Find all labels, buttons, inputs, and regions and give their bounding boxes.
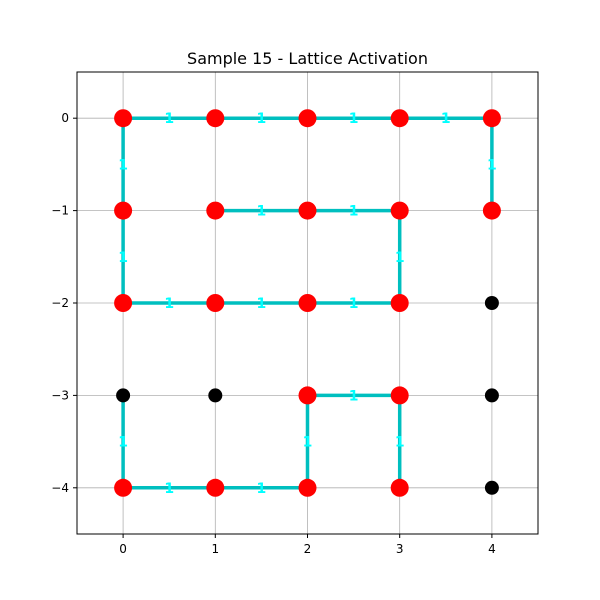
inactive-node xyxy=(484,480,499,495)
active-node xyxy=(206,294,225,312)
inactive-node xyxy=(208,388,223,403)
active-node xyxy=(114,294,133,312)
edge-weight-label: 1 xyxy=(164,111,174,127)
edge-labels: 1 1 1 1 1 1 1 1 1 1 1 1 1 1 1 1 1 1 1 xyxy=(118,111,497,497)
edge-weight-label: 1 xyxy=(349,388,359,404)
edge-weight-label: 1 xyxy=(118,157,128,173)
edge-weight-label: 1 xyxy=(303,435,313,451)
active-node xyxy=(298,294,317,312)
active-node xyxy=(298,201,317,220)
chart-title: Sample 15 - Lattice Activation xyxy=(187,49,428,68)
active-node xyxy=(390,386,409,405)
y-tick-label: −1 xyxy=(51,204,69,218)
edge-weight-label: 1 xyxy=(164,296,174,312)
nodes xyxy=(114,109,501,497)
x-tick-label: 0 xyxy=(119,542,127,556)
active-node xyxy=(114,109,133,128)
y-tick-label: −2 xyxy=(51,296,69,310)
x-tick-label: 2 xyxy=(304,542,312,556)
edge-weight-label: 1 xyxy=(349,296,359,312)
x-tick-label: 4 xyxy=(488,542,496,556)
edge-weight-label: 1 xyxy=(487,157,497,173)
edge-weight-label: 1 xyxy=(349,111,359,127)
axis-ticks: 0 1 2 3 4 0 −1 −2 −3 −4 xyxy=(51,111,495,556)
edge-weight-label: 1 xyxy=(395,250,405,266)
edge-weight-label: 1 xyxy=(118,435,128,451)
edge-weight-label: 1 xyxy=(441,111,451,127)
active-node xyxy=(390,201,409,220)
active-node xyxy=(298,478,317,497)
active-node xyxy=(482,109,501,128)
active-node xyxy=(114,478,133,497)
active-node xyxy=(298,386,317,405)
edge-weight-label: 1 xyxy=(164,481,174,497)
active-node xyxy=(114,201,133,220)
y-tick-label: −3 xyxy=(51,388,69,402)
inactive-node xyxy=(484,388,499,403)
edge-weight-label: 1 xyxy=(257,204,267,220)
active-node xyxy=(390,294,409,312)
active-node xyxy=(206,109,225,128)
active-node xyxy=(390,478,409,497)
inactive-node xyxy=(116,388,131,403)
active-node xyxy=(206,478,225,497)
edge-weight-label: 1 xyxy=(118,250,128,266)
edge-weight-label: 1 xyxy=(349,204,359,220)
edge-weight-label: 1 xyxy=(257,481,267,497)
active-node xyxy=(298,109,317,128)
y-tick-label: 0 xyxy=(61,111,69,125)
edge-weight-label: 1 xyxy=(257,296,267,312)
edge-weight-label: 1 xyxy=(257,111,267,127)
x-tick-label: 1 xyxy=(211,542,219,556)
edge-weight-label: 1 xyxy=(395,435,405,451)
edges xyxy=(121,116,494,490)
inactive-node xyxy=(484,296,499,310)
active-node xyxy=(482,201,501,220)
active-node xyxy=(206,201,225,220)
active-node xyxy=(390,109,409,128)
x-tick-label: 3 xyxy=(396,542,404,556)
y-tick-label: −4 xyxy=(51,481,69,495)
